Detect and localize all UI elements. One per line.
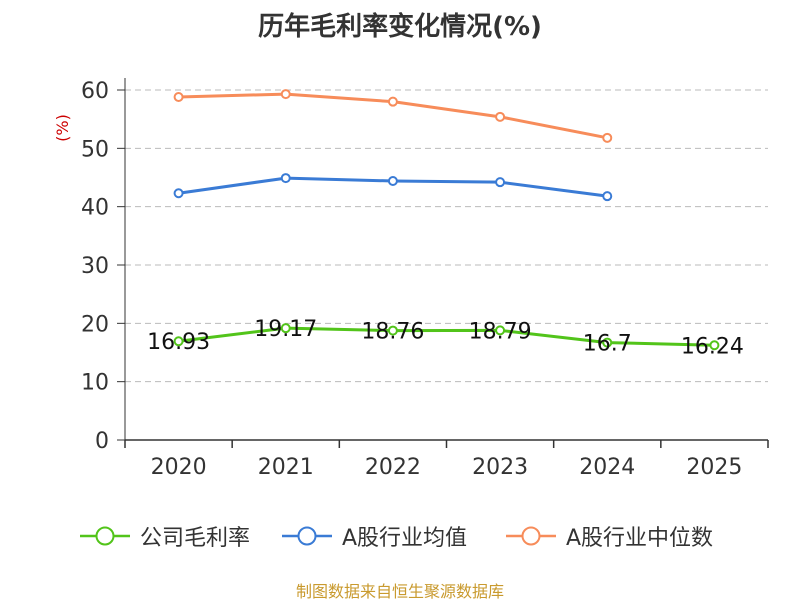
grid-lines [125, 89, 768, 383]
y-tick-label: 30 [81, 254, 109, 279]
data-label: 18.79 [469, 319, 532, 344]
data-labels: 16.93 19.17 18.76 18.79 16.7 16.24 [147, 317, 744, 359]
y-tick-label: 50 [81, 137, 109, 162]
legend-item-industry-mean[interactable]: A股行业均值 [282, 518, 467, 554]
y-tick-label: 0 [95, 429, 109, 454]
x-tick-label: 2023 [472, 455, 528, 480]
data-label: 16.24 [681, 334, 744, 359]
legend-line-circle-icon [80, 526, 130, 546]
data-label: 18.76 [361, 320, 424, 345]
y-tick-label: 10 [81, 371, 109, 396]
x-tick-label: 2025 [686, 455, 742, 480]
data-label: 16.7 [583, 332, 632, 357]
legend: 公司毛利率 A股行业均值 A股行业中位数 [0, 518, 800, 554]
x-tick-label: 2022 [365, 455, 421, 480]
line-chart: 0 10 20 30 40 50 60 (%) 2020 2021 2022 2023 2024 2025… [53, 78, 769, 480]
data-point [709, 340, 720, 351]
source-note: 制图数据来自恒生聚源数据库 [295, 582, 504, 601]
data-point [387, 176, 398, 186]
data-point [280, 89, 291, 100]
legend-item-industry-median[interactable]: A股行业中位数 [506, 518, 713, 554]
legend-line-circle-icon [506, 526, 556, 546]
data-point [495, 177, 506, 188]
data-label: 16.93 [147, 330, 210, 355]
series-lines [173, 89, 720, 351]
data-point [173, 92, 184, 102]
x-tick-label: 2020 [151, 455, 207, 480]
legend-label: 公司毛利率 [140, 526, 251, 551]
y-tick-label: 60 [81, 79, 109, 104]
legend-item-company-margin[interactable]: 公司毛利率 [80, 518, 250, 554]
legend-label: A股行业均值 [342, 526, 468, 551]
x-tick-label: 2024 [579, 455, 635, 480]
x-tick-label: 2021 [258, 455, 314, 480]
axes: 0 10 20 30 40 50 60 (%) 2020 2021 2022 2023 2024 2025 [53, 78, 769, 480]
data-point [495, 111, 506, 122]
data-point [602, 191, 613, 202]
data-point [387, 96, 398, 107]
data-point [280, 323, 291, 334]
y-tick-label: 40 [81, 196, 109, 221]
chart-title: 历年毛利率变化情况(%) [258, 12, 542, 42]
legend-label: A股行业中位数 [566, 526, 714, 551]
y-tick-label: 20 [81, 312, 109, 337]
data-point [173, 188, 184, 199]
data-point [602, 337, 613, 348]
data-label: 19.17 [254, 317, 317, 342]
data-point [387, 325, 398, 336]
data-point [173, 336, 184, 347]
series-line [178, 326, 715, 347]
y-axis-label: (%) [53, 114, 72, 142]
legend-line-circle-icon [282, 526, 332, 546]
data-point [602, 132, 613, 143]
data-point [280, 173, 291, 184]
data-point [495, 325, 506, 336]
